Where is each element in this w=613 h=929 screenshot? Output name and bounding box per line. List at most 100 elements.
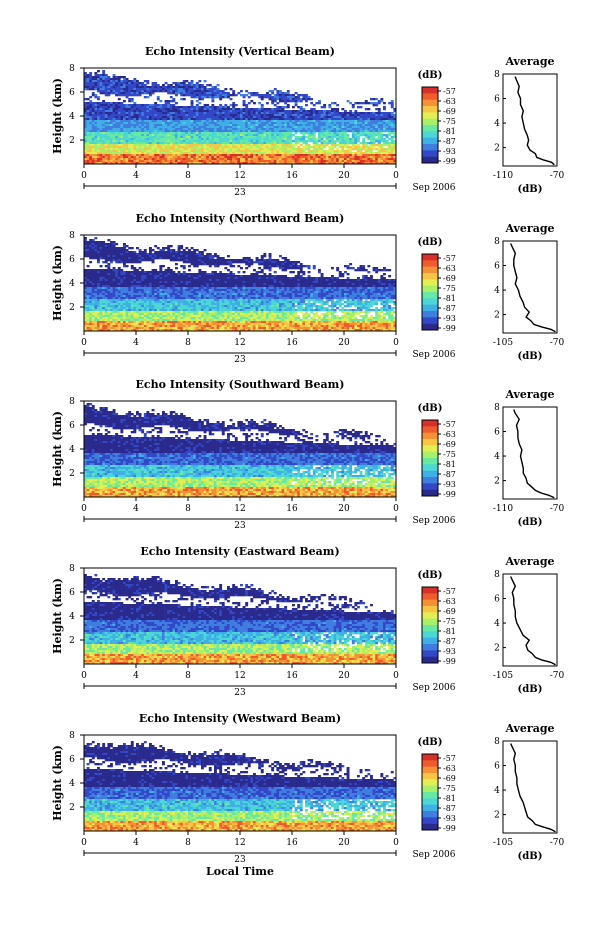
heatmap-cell: [123, 100, 126, 102]
heatmap-cell: [180, 136, 183, 138]
heatmap-cell: [123, 94, 126, 96]
heatmap-cell: [237, 128, 240, 130]
heatmap-cell: [258, 154, 261, 156]
heatmap-cell: [149, 134, 152, 136]
heatmap-cell: [191, 136, 194, 138]
heatmap-cell: [224, 118, 227, 120]
heatmap-cell: [250, 120, 253, 122]
heatmap-cell: [258, 122, 261, 124]
heatmap-cell: [170, 138, 173, 140]
heatmap-cell: [201, 118, 204, 120]
heatmap-cell: [141, 160, 144, 162]
heatmap-cell: [105, 86, 108, 88]
heatmap-cell: [102, 106, 105, 108]
heatmap-cell: [276, 108, 279, 110]
heatmap-cell: [217, 110, 220, 112]
heatmap-cell: [240, 132, 243, 134]
heatmap-cell: [183, 112, 186, 114]
heatmap-cell: [157, 154, 160, 156]
heatmap-cell: [152, 108, 155, 110]
heatmap-cell: [105, 104, 108, 106]
heatmap-cell: [172, 126, 175, 128]
heatmap-cell: [248, 92, 251, 94]
heatmap-cell: [287, 94, 290, 96]
heatmap-cell: [133, 116, 136, 118]
heatmap-cell: [126, 106, 129, 108]
heatmap-cell: [191, 114, 194, 116]
heatmap-cell: [131, 106, 134, 108]
heatmap-cell: [136, 148, 139, 150]
heatmap-cell: [139, 126, 142, 128]
heatmap-cell: [94, 104, 97, 106]
heatmap-cell: [146, 88, 149, 90]
heatmap-cell: [92, 160, 95, 162]
heatmap-cell: [211, 106, 214, 108]
heatmap-cell: [102, 78, 105, 80]
heatmap-cell: [224, 124, 227, 126]
heatmap-cell: [172, 118, 175, 120]
heatmap-cell: [170, 132, 173, 134]
heatmap-cell: [287, 98, 290, 100]
heatmap-cell: [144, 106, 147, 108]
heatmap-cell: [188, 158, 191, 160]
heatmap-cell: [107, 142, 110, 144]
heatmap-cell: [253, 130, 256, 132]
heatmap-cell: [214, 94, 217, 96]
heatmap-cell: [269, 136, 272, 138]
heatmap-cell: [204, 118, 207, 120]
heatmap-cell: [185, 152, 188, 154]
heatmap-cell: [235, 104, 238, 106]
heatmap-cell: [131, 80, 134, 82]
heatmap-cell: [105, 88, 108, 90]
heatmap-cell: [102, 158, 105, 160]
heatmap-cell: [105, 156, 108, 158]
heatmap-cell: [170, 106, 173, 108]
heatmap-cell: [258, 148, 261, 150]
heatmap-cell: [180, 116, 183, 118]
heatmap-cell: [222, 132, 225, 134]
heatmap-cell: [191, 118, 194, 120]
heatmap-cell: [201, 122, 204, 124]
heatmap-cell: [261, 126, 264, 128]
heatmap-cell: [154, 82, 157, 84]
heatmap-cell: [120, 122, 123, 124]
heatmap-cell: [191, 134, 194, 136]
heatmap-cell: [89, 120, 92, 122]
heatmap-cell: [175, 84, 178, 86]
heatmap-cell: [222, 124, 225, 126]
heatmap-cell: [240, 154, 243, 156]
heatmap-cell: [235, 120, 238, 122]
heatmap-cell: [162, 116, 165, 118]
heatmap-cell: [89, 100, 92, 102]
heatmap-cell: [136, 160, 139, 162]
heatmap-cell: [198, 108, 201, 110]
heatmap-cell: [141, 116, 144, 118]
heatmap-cell: [240, 124, 243, 126]
heatmap-cell: [120, 84, 123, 86]
heatmap-cell: [139, 84, 142, 86]
heatmap-cell: [263, 108, 266, 110]
heatmap-cell: [100, 116, 103, 118]
heatmap-cell: [144, 84, 147, 86]
heatmap-cell: [191, 90, 194, 92]
heatmap-cell: [162, 108, 165, 110]
heatmap-cell: [180, 130, 183, 132]
heatmap-cell: [256, 142, 259, 144]
heatmap-cell: [284, 150, 287, 152]
heatmap-cell: [204, 158, 207, 160]
heatmap-cell: [123, 132, 126, 134]
heatmap-cell: [206, 122, 209, 124]
heatmap-cell: [115, 106, 118, 108]
heatmap-cell: [97, 160, 100, 162]
heatmap-cell: [201, 116, 204, 118]
heatmap-cell: [175, 110, 178, 112]
heatmap-cell: [123, 82, 126, 84]
heatmap-cell: [191, 92, 194, 94]
heatmap-cell: [243, 110, 246, 112]
heatmap-cell: [253, 154, 256, 156]
heatmap-cell: [222, 96, 225, 98]
heatmap-cell: [89, 158, 92, 160]
heatmap-cell: [172, 150, 175, 152]
heatmap-cell: [123, 90, 126, 92]
heatmap-cell: [159, 88, 162, 90]
